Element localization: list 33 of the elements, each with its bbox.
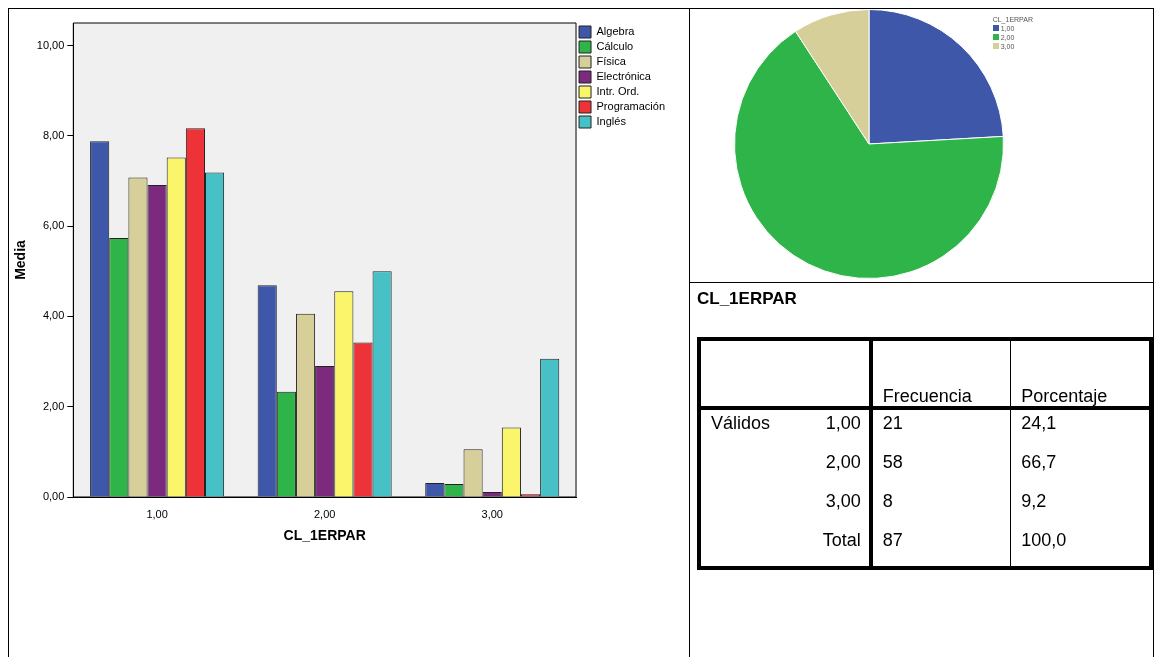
y-tick-label: 4,00 bbox=[42, 309, 65, 322]
text: 21 bbox=[870, 408, 1011, 449]
y-tick-label: 2,00 bbox=[42, 399, 65, 412]
text: 24,1 bbox=[1010, 408, 1151, 449]
y-tick-label: 8,00 bbox=[42, 128, 65, 141]
legend-label: Intr. Ord. bbox=[596, 85, 640, 98]
y-tick-label: 6,00 bbox=[42, 219, 65, 232]
y-tick-label: 10,00 bbox=[36, 38, 65, 51]
text: 8 bbox=[870, 488, 1011, 527]
text: CL_1ERPAR bbox=[697, 289, 798, 309]
text: 9,2 bbox=[1010, 488, 1151, 527]
x-tick-label: 1,00 bbox=[146, 507, 168, 520]
legend-label: Programación bbox=[596, 100, 666, 113]
x-tick-label: 2,00 bbox=[313, 507, 336, 520]
y-tick-label: 0,00 bbox=[42, 490, 65, 503]
legend-label: Inglés bbox=[596, 115, 627, 128]
text: 87 bbox=[870, 527, 1011, 568]
text: Porcentaje bbox=[1010, 339, 1151, 408]
legend-label: Física bbox=[596, 55, 627, 68]
text: 66,7 bbox=[1010, 449, 1151, 488]
text: 1,00 bbox=[824, 412, 862, 435]
text: Válidos bbox=[710, 412, 772, 435]
text: 58 bbox=[870, 449, 1011, 488]
legend-label: Electrónica bbox=[596, 70, 652, 83]
text: Frecuencia bbox=[870, 339, 1011, 408]
x-tick-label: 3,00 bbox=[481, 507, 503, 520]
legend-label: Cálculo bbox=[596, 40, 634, 53]
x-axis-title: CL_1ERPAR bbox=[283, 527, 366, 544]
text: Total bbox=[821, 529, 862, 552]
text: 2,00 bbox=[824, 451, 862, 474]
text: 100,0 bbox=[1010, 527, 1151, 568]
y-axis-title: Media bbox=[12, 239, 29, 280]
legend-label: Algebra bbox=[596, 25, 636, 38]
